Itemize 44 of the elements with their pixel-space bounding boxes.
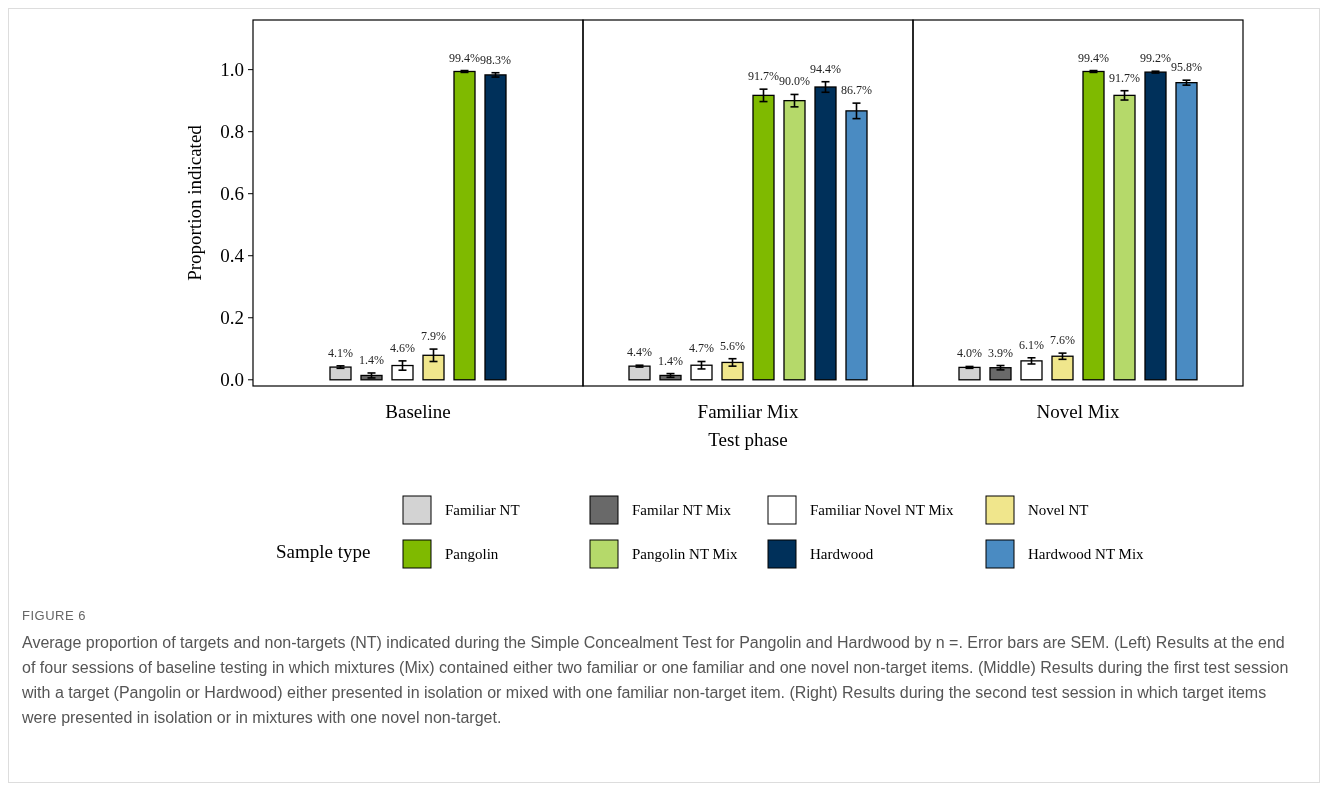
data-label: 99.4% (1078, 50, 1109, 65)
data-label: 3.9% (988, 345, 1013, 360)
data-label: 94.4% (810, 61, 841, 76)
y-tick-label: 0.0 (220, 369, 244, 391)
data-label: 90.0% (779, 74, 810, 89)
data-label: 99.4% (449, 50, 480, 65)
data-label: 4.7% (689, 341, 714, 356)
data-label: 91.7% (1109, 70, 1140, 85)
data-label: 95.8% (1171, 60, 1202, 75)
data-label: 91.7% (748, 69, 779, 84)
data-label: 1.4% (359, 352, 384, 367)
x-tick-label: Familiar Mix (697, 401, 799, 422)
legend-label: Familiar NT (445, 502, 520, 519)
x-tick-label: Novel Mix (1036, 401, 1120, 422)
y-tick-label: 0.2 (220, 307, 244, 329)
text: Average proportion of targets and non-targets (NT) indicated during the Simple Concealment Test for Pangolin and Hardwood by n =. Error bars are SEM. (Left) Results at the end of four sessions of baseline testing in which mixtures (Mix) contained either two familiar or one familiar and one novel non-target items. (Middle) Results during the first test session with a target (Pangolin or Hardwood) either presented in isolation or mixed with one familiar non-target item. (Right) Results during the second test session in which target items were presented in isolation or in mixtures with one novel non-target. (21, 634, 1289, 726)
legend-label: Familiar Novel NT Mix (810, 502, 954, 519)
legend-label: Hardwood NT Mix (1028, 546, 1145, 563)
y-axis-title: Proportion indicated (184, 124, 205, 281)
legend-label: Pangolin NT Mix (632, 546, 739, 563)
data-label: 5.6% (720, 338, 745, 353)
data-label: 4.4% (627, 345, 652, 360)
text: FIGURE 6 (22, 608, 86, 623)
data-label: 1.4% (658, 353, 683, 368)
data-label: 98.3% (480, 52, 511, 67)
data-label: 86.7% (841, 83, 872, 98)
data-label: 7.9% (421, 329, 446, 344)
data-label: 4.6% (390, 340, 415, 355)
data-label: 99.2% (1140, 51, 1171, 66)
y-tick-label: 0.8 (220, 121, 244, 143)
legend-label: Novel NT (1028, 502, 1089, 519)
data-label: 6.1% (1019, 337, 1044, 352)
legend-label: Pangolin (445, 546, 499, 563)
y-tick-label: 0.6 (220, 183, 244, 205)
data-label: 4.1% (328, 345, 353, 360)
legend-label: Hardwood (810, 546, 874, 563)
legend-title: Sample type (276, 541, 371, 562)
data-label: 7.6% (1050, 333, 1075, 348)
legend-label: Familar NT Mix (632, 502, 732, 519)
y-tick-label: 1.0 (220, 59, 244, 81)
x-tick-label: Baseline (385, 401, 451, 422)
data-label: 4.0% (957, 346, 982, 361)
y-tick-label: 0.4 (220, 245, 245, 267)
x-axis-title: Test phase (708, 429, 788, 450)
